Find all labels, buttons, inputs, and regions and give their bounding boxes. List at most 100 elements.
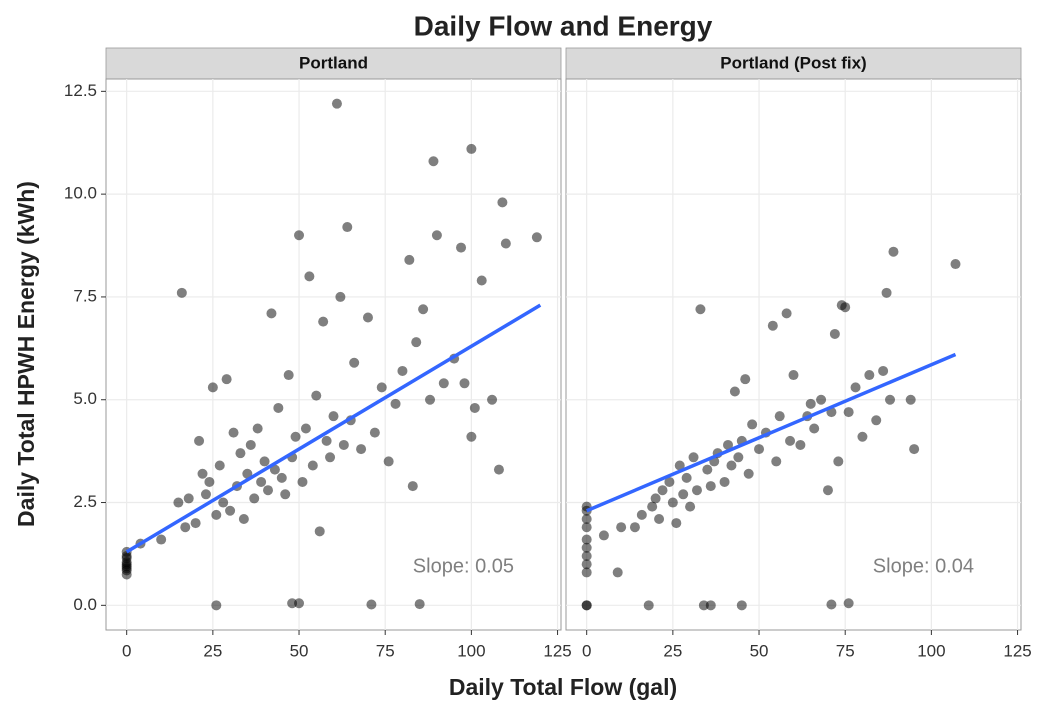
point bbox=[428, 156, 439, 167]
point bbox=[705, 481, 716, 492]
x-tick-label: 75 bbox=[376, 641, 395, 660]
point bbox=[259, 456, 270, 467]
point bbox=[397, 365, 408, 376]
x-tick-label: 125 bbox=[1003, 641, 1031, 660]
fit-line bbox=[585, 352, 957, 513]
point bbox=[581, 600, 592, 611]
point bbox=[581, 522, 592, 533]
point bbox=[743, 468, 754, 479]
point bbox=[438, 378, 449, 389]
chart-title: Daily Flow and Energy bbox=[414, 10, 713, 41]
point bbox=[950, 259, 961, 270]
point bbox=[294, 230, 305, 241]
point bbox=[411, 337, 422, 348]
point bbox=[702, 464, 713, 475]
point bbox=[376, 382, 387, 393]
point bbox=[747, 419, 758, 430]
point bbox=[294, 598, 305, 609]
point bbox=[318, 316, 329, 327]
point bbox=[581, 567, 592, 578]
point bbox=[331, 98, 342, 109]
point bbox=[822, 485, 833, 496]
point bbox=[857, 431, 868, 442]
point bbox=[581, 542, 592, 553]
point bbox=[647, 501, 658, 512]
x-tick-label: 75 bbox=[836, 641, 855, 660]
y-tick-label: 7.5 bbox=[73, 286, 97, 305]
point bbox=[581, 513, 592, 524]
point bbox=[466, 143, 477, 154]
point bbox=[176, 287, 187, 298]
point bbox=[816, 394, 827, 405]
point bbox=[809, 423, 820, 434]
point bbox=[469, 402, 480, 413]
point bbox=[221, 374, 232, 385]
point bbox=[685, 501, 696, 512]
point bbox=[785, 435, 796, 446]
point bbox=[664, 476, 675, 487]
point bbox=[871, 415, 882, 426]
point bbox=[881, 287, 892, 298]
point bbox=[843, 598, 854, 609]
point bbox=[235, 448, 246, 459]
point bbox=[736, 600, 747, 611]
point bbox=[287, 598, 298, 609]
point bbox=[695, 304, 706, 315]
point bbox=[414, 599, 425, 610]
point bbox=[650, 493, 661, 504]
point bbox=[829, 328, 840, 339]
point bbox=[843, 407, 854, 418]
panel-title: Portland (Post fix) bbox=[720, 53, 866, 72]
point bbox=[307, 460, 318, 471]
point bbox=[197, 468, 208, 479]
point bbox=[121, 563, 132, 574]
y-tick-label: 12.5 bbox=[64, 81, 97, 100]
point bbox=[774, 411, 785, 422]
point bbox=[290, 431, 301, 442]
point bbox=[705, 600, 716, 611]
point bbox=[314, 526, 325, 537]
point bbox=[390, 398, 401, 409]
point bbox=[733, 452, 744, 463]
x-axis-label: Daily Total Flow (gal) bbox=[449, 674, 677, 700]
point bbox=[283, 370, 294, 381]
point bbox=[909, 444, 920, 455]
point bbox=[864, 370, 875, 381]
point bbox=[691, 485, 702, 496]
panel-title: Portland bbox=[299, 53, 368, 72]
point bbox=[204, 476, 215, 487]
point bbox=[612, 567, 623, 578]
x-tick-label: 50 bbox=[290, 641, 309, 660]
point bbox=[362, 312, 373, 323]
point bbox=[328, 411, 339, 422]
annotation: Slope: 0.05 bbox=[413, 555, 514, 577]
point bbox=[905, 394, 916, 405]
y-tick-label: 2.5 bbox=[73, 492, 97, 511]
point bbox=[431, 230, 442, 241]
point bbox=[214, 460, 225, 471]
point bbox=[888, 246, 899, 257]
y-tick-label: 5.0 bbox=[73, 389, 97, 408]
x-tick-label: 0 bbox=[122, 641, 131, 660]
point bbox=[885, 394, 896, 405]
point bbox=[242, 468, 253, 479]
point bbox=[297, 476, 308, 487]
x-tick-label: 100 bbox=[917, 641, 945, 660]
point bbox=[180, 522, 191, 533]
point bbox=[200, 489, 211, 500]
point bbox=[266, 308, 277, 319]
point bbox=[788, 370, 799, 381]
strip bbox=[105, 47, 562, 80]
point bbox=[218, 497, 229, 508]
point bbox=[493, 464, 504, 475]
point bbox=[688, 452, 699, 463]
fit-line bbox=[125, 303, 542, 554]
point bbox=[207, 382, 218, 393]
point bbox=[369, 427, 380, 438]
point bbox=[245, 439, 256, 450]
point bbox=[349, 357, 360, 368]
point bbox=[667, 497, 678, 508]
x-tick-label: 100 bbox=[457, 641, 485, 660]
point bbox=[487, 394, 498, 405]
point bbox=[719, 476, 730, 487]
